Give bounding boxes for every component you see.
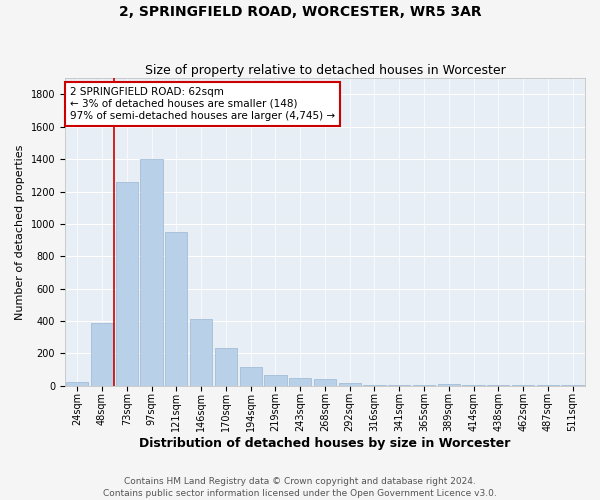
Bar (289, 378, 311, 386)
Bar (338, 383, 361, 386)
Text: Contains HM Land Registry data © Crown copyright and database right 2024.
Contai: Contains HM Land Registry data © Crown c… (103, 476, 497, 498)
Title: Size of property relative to detached houses in Worcester: Size of property relative to detached ho… (145, 64, 505, 77)
Bar (264, 376, 287, 386)
Bar (413, 385, 435, 386)
Bar (190, 320, 212, 386)
Bar (66, 382, 88, 386)
Text: 2 SPRINGFIELD ROAD: 62sqm
← 3% of detached houses are smaller (148)
97% of semi-: 2 SPRINGFIELD ROAD: 62sqm ← 3% of detach… (70, 88, 335, 120)
Bar (91, 322, 113, 386)
Bar (388, 385, 410, 386)
Bar (437, 384, 460, 386)
Bar (116, 182, 138, 386)
Bar (140, 159, 163, 386)
Bar (364, 385, 386, 386)
Bar (239, 367, 262, 386)
Bar (487, 385, 509, 386)
Bar (215, 348, 237, 386)
X-axis label: Distribution of detached houses by size in Worcester: Distribution of detached houses by size … (139, 437, 511, 450)
Bar (314, 378, 336, 386)
Text: 2, SPRINGFIELD ROAD, WORCESTER, WR5 3AR: 2, SPRINGFIELD ROAD, WORCESTER, WR5 3AR (119, 5, 481, 19)
Bar (463, 385, 485, 386)
Bar (165, 232, 187, 386)
Y-axis label: Number of detached properties: Number of detached properties (15, 144, 25, 320)
